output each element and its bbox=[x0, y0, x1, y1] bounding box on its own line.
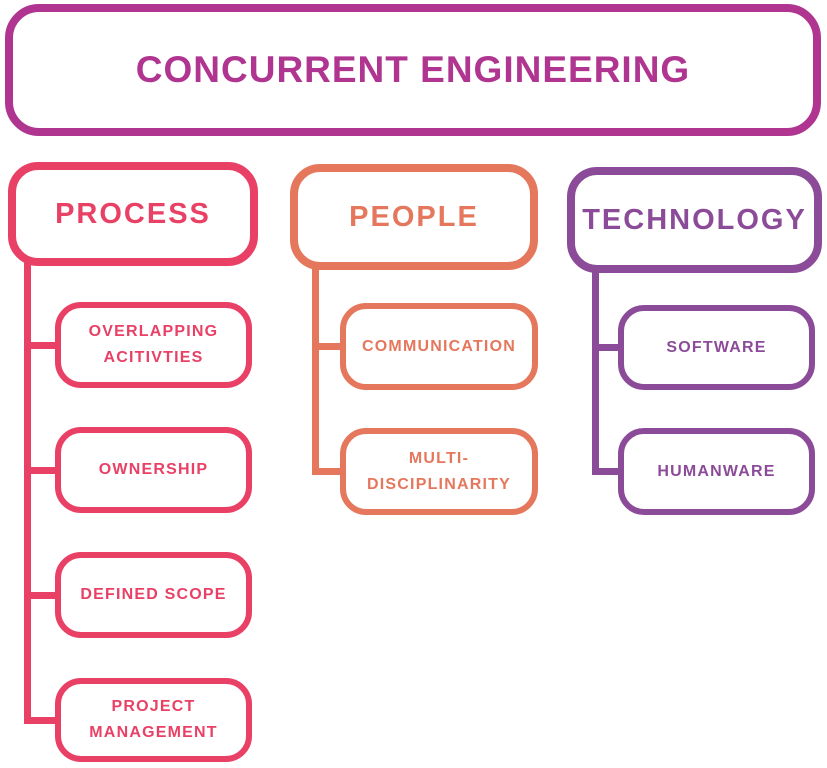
title-box: CONCURRENT ENGINEERING bbox=[5, 4, 821, 136]
technology-item-humanware: HUMANWARE bbox=[618, 428, 815, 515]
people-connector-stub bbox=[317, 343, 341, 350]
process-item-defined-scope: DEFINED SCOPE bbox=[55, 552, 252, 638]
process-item-label: PROJECT MANAGEMENT bbox=[89, 698, 218, 741]
people-category-label: PEOPLE bbox=[349, 200, 479, 233]
technology-item-label: SOFTWARE bbox=[666, 338, 767, 356]
technology-item-label: HUMANWARE bbox=[657, 462, 776, 480]
process-item-label: OWNERSHIP bbox=[98, 461, 209, 479]
process-item-project-management: PROJECT MANAGEMENT bbox=[55, 678, 252, 762]
technology-category-box: TECHNOLOGY bbox=[567, 167, 822, 273]
technology-category-label: TECHNOLOGY bbox=[582, 203, 807, 236]
people-item-label: COMMUNICATION bbox=[362, 337, 516, 355]
process-item-ownership: OWNERSHIP bbox=[55, 427, 252, 513]
technology-connector-stub bbox=[597, 468, 619, 475]
process-item-label: OVERLAPPING ACITIVTIES bbox=[88, 323, 219, 366]
people-connector-line bbox=[312, 266, 319, 475]
process-connector-stub bbox=[29, 342, 56, 349]
people-connector-stub bbox=[317, 468, 341, 475]
process-category-label: PROCESS bbox=[55, 197, 211, 230]
technology-connector-line bbox=[592, 269, 599, 475]
process-category-box: PROCESS bbox=[8, 162, 258, 266]
process-connector-stub bbox=[29, 592, 56, 599]
process-connector-stub bbox=[29, 467, 56, 474]
process-item-label: DEFINED SCOPE bbox=[80, 586, 227, 604]
technology-item-software: SOFTWARE bbox=[618, 305, 815, 390]
process-connector-line bbox=[24, 260, 31, 724]
process-item-overlapping-activities: OVERLAPPING ACITIVTIES bbox=[55, 302, 252, 388]
diagram-title: CONCURRENT ENGINEERING bbox=[135, 49, 691, 90]
technology-connector-stub bbox=[597, 344, 619, 351]
people-item-multi-disciplinarity: MULTI- DISCIPLINARITY bbox=[340, 428, 538, 515]
process-connector-stub bbox=[29, 717, 56, 724]
people-item-label: MULTI- DISCIPLINARITY bbox=[367, 449, 511, 493]
people-item-communication: COMMUNICATION bbox=[340, 303, 538, 390]
people-category-box: PEOPLE bbox=[290, 164, 538, 270]
